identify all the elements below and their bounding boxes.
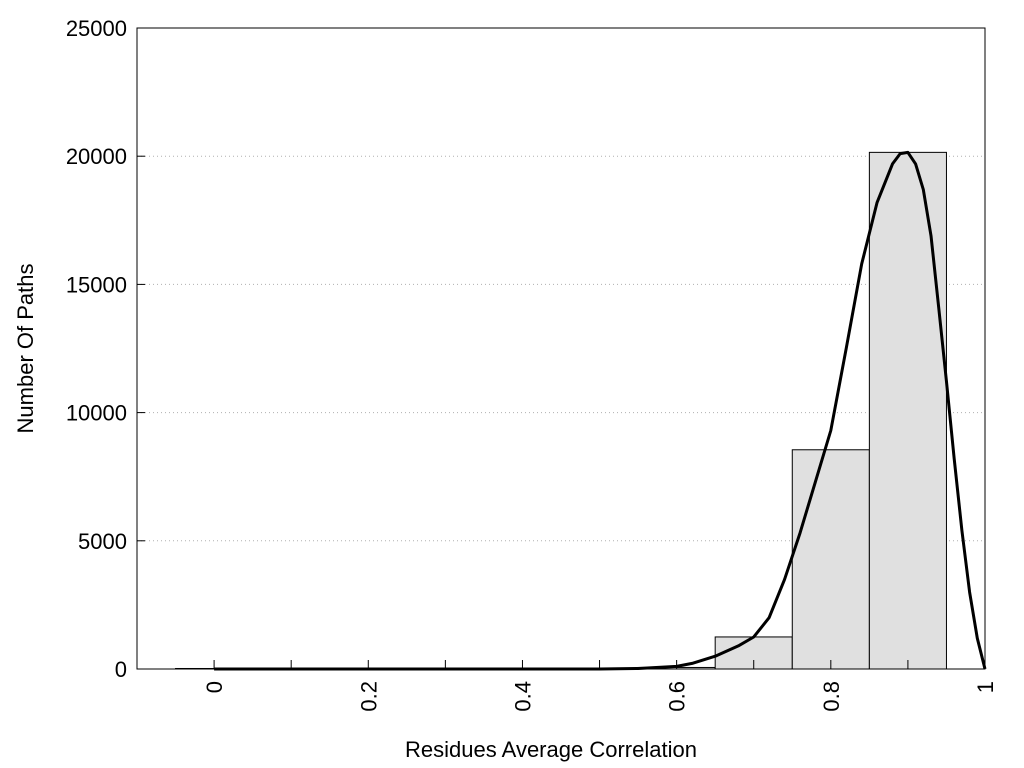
y-tick-label: 0 — [115, 657, 127, 682]
axis-ticks — [137, 27, 986, 670]
x-axis-title: Residues Average Correlation — [405, 737, 697, 762]
x-tick-label: 0.4 — [510, 681, 535, 712]
x-tick-label: 0 — [202, 681, 227, 693]
x-tick-label: 0.8 — [819, 681, 844, 712]
plot-frame — [136, 27, 986, 670]
y-tick-label: 20000 — [66, 144, 127, 169]
y-tick-label: 5000 — [78, 529, 127, 554]
x-tick-label: 0.6 — [665, 681, 690, 712]
histogram-bar-8 — [791, 449, 870, 670]
y-axis-title: Number Of Paths — [13, 264, 38, 434]
grid-lines — [137, 155, 985, 542]
x-tick-label: 1 — [973, 681, 998, 693]
y-tick-label: 10000 — [66, 401, 127, 426]
histogram-bars — [175, 151, 947, 670]
tick-labels: 0 5000 10000 15000 20000 25000 0 0.2 0.4 0.6 0.8 1 — [66, 16, 998, 712]
histogram-bar-9 — [868, 151, 947, 670]
y-tick-label: 15000 — [66, 272, 127, 297]
x-tick-label: 0.2 — [356, 681, 381, 712]
y-tick-label: 25000 — [66, 16, 127, 41]
